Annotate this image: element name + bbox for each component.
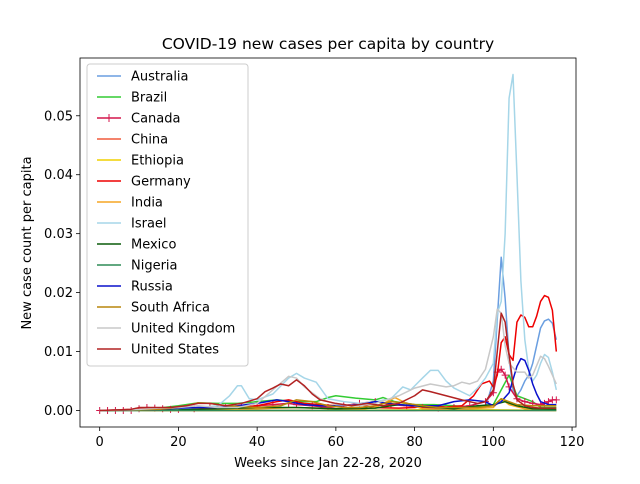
legend-label-india: India [131, 196, 163, 211]
series-lines [96, 73, 560, 414]
legend-label-canada: Canada [131, 112, 180, 127]
y-tick-label: 0.01 [44, 345, 73, 360]
legend-label-australia: Australia [131, 70, 189, 85]
legend-label-china: China [131, 133, 168, 148]
y-tick-label: 0.03 [44, 227, 73, 242]
x-tick-label: 20 [170, 435, 187, 450]
legend-marker-canada [105, 114, 113, 122]
data-point-canada [501, 371, 509, 379]
legend-label-mexico: Mexico [131, 238, 176, 253]
legend-label-south-africa: South Africa [131, 301, 210, 316]
x-axis-label: Weeks since Jan 22-28, 2020 [234, 456, 422, 471]
data-point-canada [552, 396, 560, 404]
axes: 0 20 40 60 80 100 120 0.00 0.01 0.02 0.03 0.04 0.05 [44, 57, 585, 450]
x-tick-label: 40 [249, 435, 266, 450]
series-line-germany [99, 294, 558, 412]
x-tick-label: 0 [96, 435, 104, 450]
x-tick-label: 80 [406, 435, 423, 450]
x-tick-label: 120 [560, 435, 585, 450]
legend-label-united-kingdom: United Kingdom [131, 322, 235, 337]
y-tick-label: 0.04 [44, 168, 73, 183]
axes-frame [79, 57, 577, 428]
legend-label-nigeria: Nigeria [131, 259, 178, 274]
data-point-canada [497, 365, 505, 373]
legend-box [86, 63, 249, 367]
y-tick-label: 0.00 [44, 404, 73, 419]
data-point-canada [521, 398, 529, 406]
y-axis-label: New case count per capita [20, 156, 35, 329]
x-tick-label: 100 [481, 435, 506, 450]
x-tick-label: 60 [328, 435, 345, 450]
legend-label-russia: Russia [131, 280, 173, 295]
series-line-israel [99, 73, 558, 412]
y-tick-label: 0.05 [44, 109, 73, 124]
series-line-united-kingdom [99, 308, 558, 412]
series-line-united-states [99, 312, 557, 412]
legend-label-brazil: Brazil [131, 91, 167, 106]
legend-label-united-states: United States [131, 343, 219, 358]
legend: Australia Brazil Canada China Ethiopia German… [86, 63, 249, 367]
plot-area [96, 73, 560, 414]
y-tick-label: 0.02 [44, 286, 73, 301]
legend-label-ethiopia: Ethiopia [131, 154, 184, 169]
legend-label-germany: Germany [131, 175, 191, 190]
legend-label-israel: Israel [131, 217, 167, 232]
chart-title: COVID-19 new cases per capita by country [162, 35, 494, 53]
